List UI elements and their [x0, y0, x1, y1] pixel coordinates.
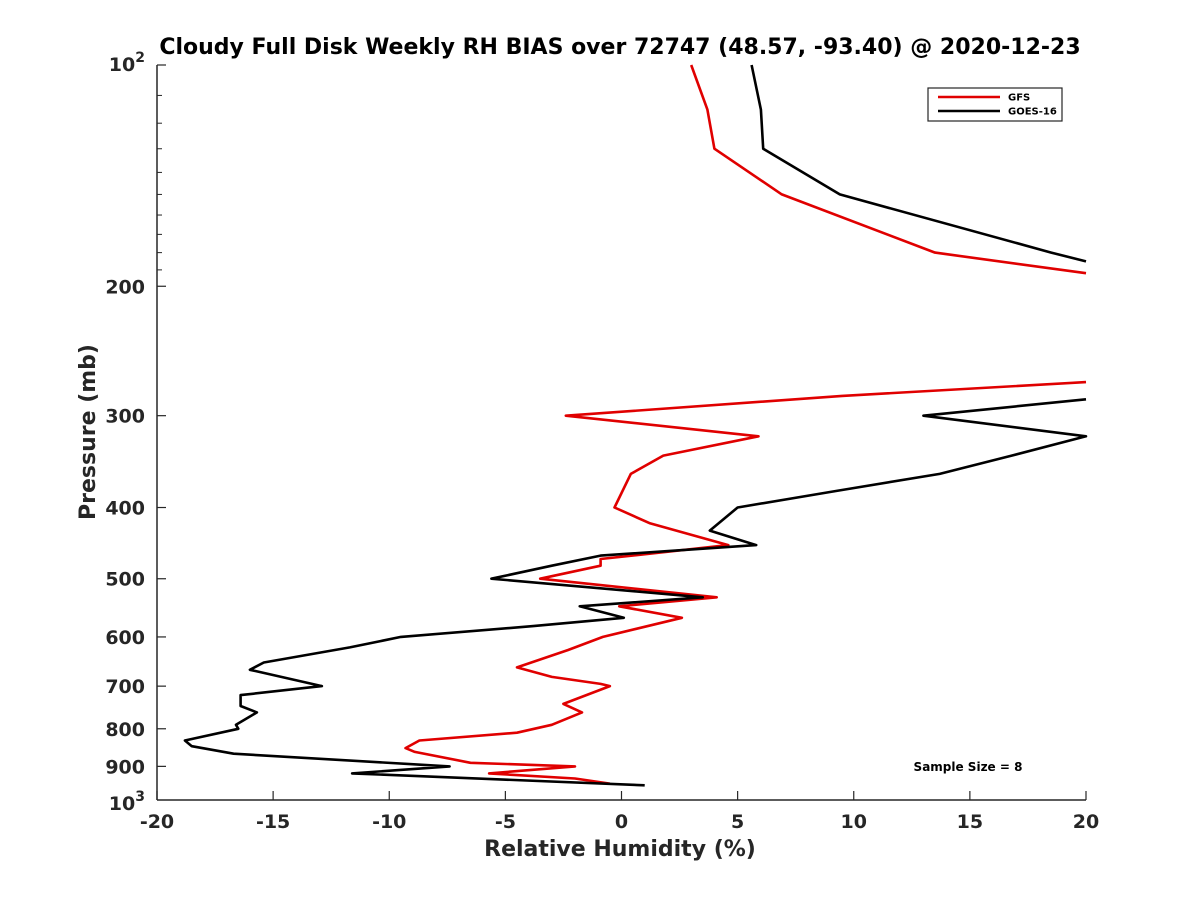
x-tick-label: 10	[841, 811, 867, 833]
x-axis: -20 -15 -10 -5 0 5 10 15 20	[140, 791, 1099, 833]
y-tick-label: 800	[105, 719, 145, 741]
x-tick-label: -15	[256, 811, 290, 833]
x-tick-label: 0	[615, 811, 628, 833]
legend-label: GOES-16	[1008, 107, 1057, 118]
legend-box	[927, 87, 1063, 122]
y-tick-label: 300	[105, 406, 145, 428]
y-tick-label-top: 102	[109, 50, 145, 76]
y-tick-label: 500	[105, 569, 145, 591]
series-line-goes-16	[183, 64, 1088, 787]
x-tick-label: -5	[495, 811, 516, 833]
legend-label: GFS	[1008, 93, 1030, 104]
series-layer	[183, 64, 1088, 787]
x-tick-label: -20	[140, 811, 174, 833]
y-axis-label: Pressure (mb)	[76, 344, 101, 520]
y-tick-label: 200	[105, 276, 145, 298]
x-tick-label: 5	[731, 811, 744, 833]
series-line-gfs	[404, 64, 1087, 785]
y-tick-label: 600	[105, 627, 145, 649]
x-axis-label: Relative Humidity (%)	[484, 837, 756, 862]
sample-size-annotation: Sample Size = 8	[914, 760, 1023, 774]
legend: GFS GOES-16	[927, 87, 1063, 122]
y-tick-label: 900	[105, 756, 145, 778]
y-tick-label: 700	[105, 676, 145, 698]
x-tick-label: -10	[372, 811, 406, 833]
chart-title: Cloudy Full Disk Weekly RH BIAS over 727…	[159, 35, 1080, 60]
x-tick-label: 20	[1073, 811, 1099, 833]
y-tick-label: 400	[105, 498, 145, 520]
x-tick-label: 15	[957, 811, 983, 833]
